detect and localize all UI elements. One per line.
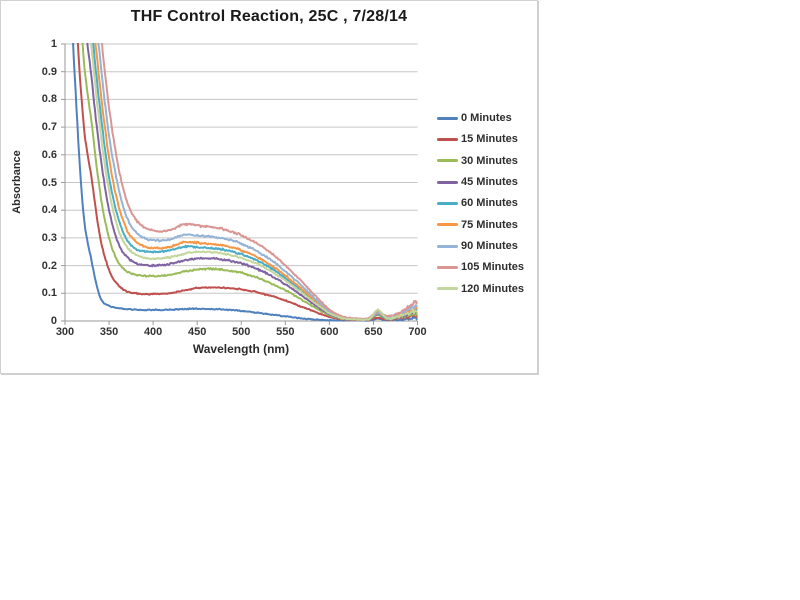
y-tick-label-0.1: 0.1	[41, 287, 57, 300]
legend-label: 105 Minutes	[461, 261, 524, 274]
legend-line-swatch	[437, 159, 458, 163]
plot-area-svg	[61, 43, 418, 325]
chart-frame: THF Control Reaction, 25C , 7/28/14 Abso…	[0, 0, 538, 374]
y-tick-label-0.7: 0.7	[41, 121, 57, 134]
y-tick-label-0.9: 0.9	[41, 65, 57, 78]
legend-item-90-minutes: 90 Minutes	[437, 236, 518, 256]
legend-label: 90 Minutes	[461, 240, 518, 253]
legend-item-60-minutes: 60 Minutes	[437, 193, 518, 213]
legend-label: 75 Minutes	[461, 218, 518, 231]
legend-line-swatch	[437, 223, 458, 227]
y-tick-label-1: 1	[50, 38, 57, 50]
legend-label: 15 Minutes	[461, 133, 518, 146]
legend-line-swatch	[437, 287, 458, 291]
y-tick-label-0.5: 0.5	[41, 176, 57, 189]
x-tick-label-700: 700	[408, 326, 427, 338]
chart-title: THF Control Reaction, 25C , 7/28/14	[130, 8, 408, 25]
legend-line-swatch	[437, 201, 458, 205]
legend-line-swatch	[437, 180, 458, 184]
x-tick-label-300: 300	[55, 326, 75, 338]
x-tick-label-400: 400	[143, 326, 163, 338]
legend-line-swatch	[437, 265, 458, 269]
legend-label: 0 Minutes	[461, 112, 512, 124]
legend: 0 Minutes 15 Minutes 30 Minutes 45 Minutes 6…	[437, 1, 535, 373]
legend-item-45-minutes: 45 Minutes	[437, 172, 518, 192]
series-line-105-minutes	[100, 43, 418, 321]
legend-label: 30 Minutes	[461, 154, 518, 167]
y-tick-label-0.2: 0.2	[41, 259, 57, 272]
legend-label: 45 Minutes	[461, 176, 518, 189]
x-tick-label-650: 650	[364, 326, 383, 338]
x-tick-label-350: 350	[99, 326, 119, 338]
legend-line-swatch	[437, 137, 458, 141]
y-tick-label-0.6: 0.6	[41, 148, 57, 161]
legend-item-15-minutes: 15 Minutes	[437, 129, 518, 149]
legend-item-75-minutes: 75 Minutes	[437, 215, 518, 235]
x-tick-label-600: 600	[320, 326, 339, 338]
x-tick-label-550: 550	[276, 326, 295, 338]
legend-label: 60 Minutes	[461, 197, 518, 210]
y-tick-label-0.4: 0.4	[41, 204, 57, 217]
series-line-120-minutes	[89, 43, 418, 322]
legend-item-105-minutes: 105 Minutes	[437, 257, 524, 277]
legend-item-30-minutes: 30 Minutes	[437, 151, 518, 171]
legend-label: 120 Minutes	[461, 282, 524, 295]
x-tick-label-500: 500	[232, 326, 251, 338]
legend-line-swatch	[437, 244, 458, 248]
x-tick-label-450: 450	[188, 326, 207, 338]
y-tick-label-0.8: 0.8	[41, 93, 57, 106]
legend-line-swatch	[437, 116, 458, 120]
legend-item-0-minutes: 0 Minutes	[437, 108, 512, 128]
legend-item-120-minutes: 120 Minutes	[437, 279, 524, 299]
y-tick-label-0.3: 0.3	[41, 231, 57, 244]
y-tick-label-0: 0	[50, 315, 57, 327]
x-axis-title: Wavelength (nm)	[192, 342, 290, 356]
